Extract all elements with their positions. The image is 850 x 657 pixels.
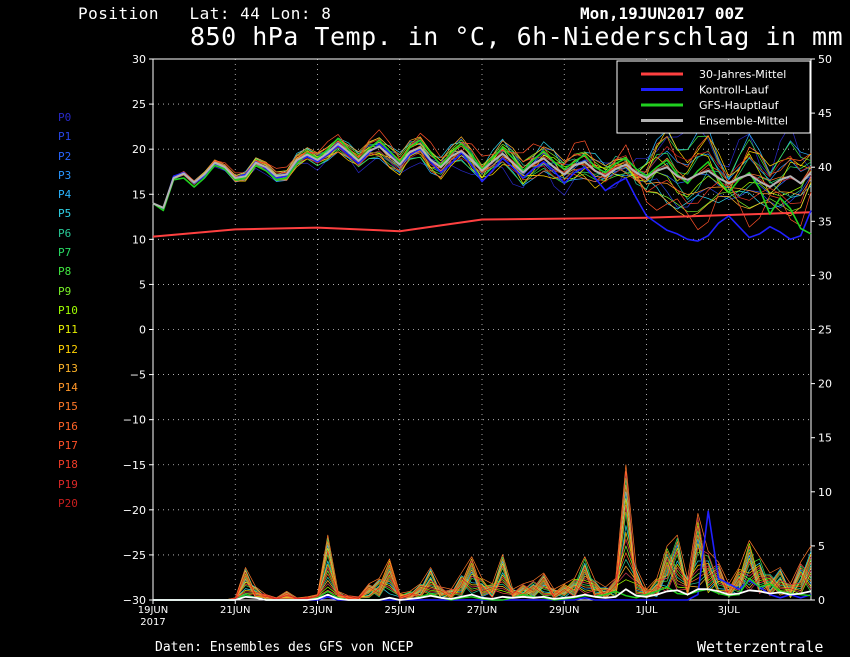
member-label: P12 bbox=[58, 342, 78, 356]
x-tick-label: 29JUN bbox=[549, 605, 579, 616]
member-legend: P0 P1 P2 P3 P4 P5 P6 P7 P8 P9 P10 P11 P12 P13 P14 P15 P1… bbox=[58, 108, 78, 513]
y-right-tick-label: 30 bbox=[818, 269, 832, 282]
member-label: P10 bbox=[58, 303, 78, 317]
data-source: Daten: Ensembles des GFS von NCEP bbox=[155, 640, 414, 655]
member-label: P15 bbox=[58, 400, 78, 414]
y-right-tick-label: 10 bbox=[818, 486, 832, 499]
y-left-tick-label: 30 bbox=[132, 53, 146, 66]
y-right-tick-label: 25 bbox=[818, 324, 832, 337]
highlight-series bbox=[152, 137, 812, 601]
legend-label: Ensemble-Mittel bbox=[699, 115, 788, 128]
x-tick-label: 23JUN bbox=[302, 605, 332, 616]
member-label: P4 bbox=[58, 188, 72, 202]
y-right-tick-label: 0 bbox=[818, 594, 825, 607]
x-tick-label: 27JUN bbox=[467, 605, 497, 616]
y-right-tick-label: 35 bbox=[818, 215, 832, 228]
y-left-tick-label: −25 bbox=[123, 549, 146, 562]
y-left-tick-label: −5 bbox=[130, 369, 146, 382]
member-temp-line-P17 bbox=[152, 129, 812, 231]
y-left-tick-label: −20 bbox=[123, 504, 146, 517]
y-left-tick-label: 10 bbox=[132, 233, 146, 246]
position-label: Position Lat: 44 Lon: 8 bbox=[78, 4, 332, 23]
y-left-tick-label: 20 bbox=[132, 143, 146, 156]
member-label: P18 bbox=[58, 458, 78, 472]
y-left-tick-label: 15 bbox=[132, 188, 146, 201]
member-label: P14 bbox=[58, 381, 78, 395]
y-left-tick-label: −30 bbox=[123, 594, 146, 607]
x-tick-label: 3JUL bbox=[718, 605, 741, 616]
chart-legend: 30-Jahres-Mittel Kontroll-Lauf GFS-Hauptla… bbox=[616, 60, 811, 134]
x-tick-label: 19JUN bbox=[138, 605, 168, 616]
temp-member-lines bbox=[152, 124, 812, 231]
member-temp-line-P13 bbox=[152, 136, 812, 218]
member-label: P20 bbox=[58, 496, 78, 510]
y-left-tick-label: 5 bbox=[139, 278, 146, 291]
member-label: P7 bbox=[58, 246, 72, 260]
member-label: P9 bbox=[58, 284, 72, 298]
hauptlauf-temp-line bbox=[152, 137, 812, 235]
member-label: P2 bbox=[58, 149, 72, 163]
y-right-tick-label: 15 bbox=[818, 432, 832, 445]
member-label: P8 bbox=[58, 265, 72, 279]
member-label: P0 bbox=[58, 111, 72, 124]
x-year-label: 2017 bbox=[140, 617, 165, 628]
x-axis: 19JUN 21JUN 23JUN 25JUN 27JUN 29JUN 1JUL 3JUL 20… bbox=[138, 600, 741, 628]
member-precip-line-P18 bbox=[153, 504, 812, 601]
y-left-tick-label: 25 bbox=[132, 98, 146, 111]
y-right-tick-label: 20 bbox=[818, 378, 832, 391]
x-tick-label: 21JUN bbox=[220, 605, 250, 616]
y-left-tick-label: −15 bbox=[123, 459, 146, 472]
member-precip-line-P15 bbox=[153, 464, 812, 601]
legend-label: Kontroll-Lauf bbox=[699, 84, 770, 97]
legend-label: GFS-Hauptlauf bbox=[699, 99, 780, 112]
member-precip-line-P14 bbox=[153, 484, 812, 601]
y-left-tick-label: −10 bbox=[123, 414, 146, 427]
member-label: P13 bbox=[58, 361, 78, 375]
member-temp-line-P9 bbox=[152, 137, 812, 213]
member-temp-line-P18 bbox=[152, 137, 812, 208]
ensemble-mean-temp-line bbox=[152, 142, 812, 209]
member-temp-line-P2 bbox=[152, 142, 812, 209]
y-right-tick-label: 50 bbox=[818, 53, 832, 66]
member-precip-line-P20 bbox=[153, 517, 812, 601]
member-temp-line-P12 bbox=[152, 128, 812, 209]
climatology-line bbox=[152, 211, 812, 238]
y-right-tick-label: 40 bbox=[818, 161, 832, 174]
y-left-tick-label: 0 bbox=[139, 324, 146, 337]
member-label: P17 bbox=[58, 439, 78, 453]
member-label: P16 bbox=[58, 419, 78, 433]
member-label: P6 bbox=[58, 226, 72, 240]
x-tick-label: 1JUL bbox=[635, 605, 658, 616]
y-right-tick-label: 45 bbox=[818, 107, 832, 120]
member-temp-line-P10 bbox=[152, 142, 812, 208]
member-label: P1 bbox=[58, 130, 72, 144]
member-label: P11 bbox=[58, 323, 78, 337]
legend-label: 30-Jahres-Mittel bbox=[699, 68, 786, 81]
brand-label: Wetterzentrale bbox=[697, 638, 824, 656]
ensemble-mean-precip-line bbox=[153, 588, 812, 601]
x-tick-label: 25JUN bbox=[385, 605, 415, 616]
run-date: Mon,19JUN2017 00Z bbox=[580, 4, 744, 23]
y-axis-left: 30 25 20 15 10 5 0 −5 −10 −15 −20 −25 −30 bbox=[123, 53, 153, 607]
member-label: P19 bbox=[58, 477, 78, 491]
member-label: P3 bbox=[58, 168, 72, 182]
y-right-tick-label: 5 bbox=[818, 540, 825, 553]
member-precip-line-P17 bbox=[153, 471, 812, 601]
member-label: P5 bbox=[58, 207, 72, 221]
chart-title: 850 hPa Temp. in °C, 6h-Niederschlag in … bbox=[190, 22, 844, 51]
precip-member-lines bbox=[153, 464, 812, 601]
